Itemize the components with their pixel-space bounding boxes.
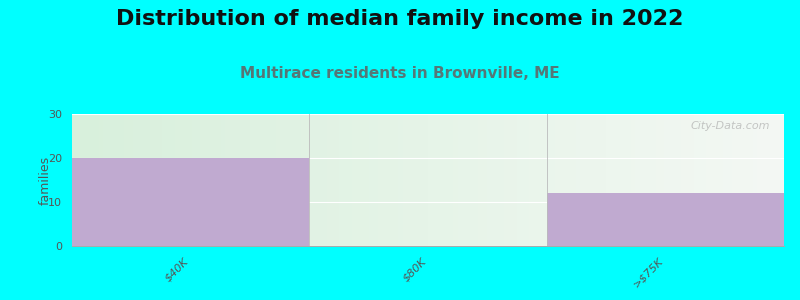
Bar: [72, 158, 310, 246]
Bar: [546, 193, 784, 246]
Y-axis label: families: families: [39, 155, 52, 205]
Text: Distribution of median family income in 2022: Distribution of median family income in …: [116, 9, 684, 29]
Text: Multirace residents in Brownville, ME: Multirace residents in Brownville, ME: [240, 66, 560, 81]
Text: City-Data.com: City-Data.com: [690, 121, 770, 130]
